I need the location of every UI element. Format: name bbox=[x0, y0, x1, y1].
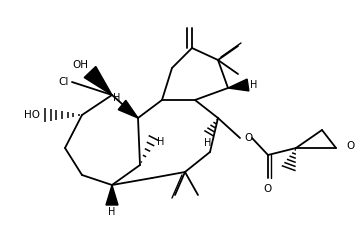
Text: O: O bbox=[346, 141, 354, 151]
Text: H: H bbox=[112, 93, 120, 103]
Text: OH: OH bbox=[72, 60, 88, 70]
Polygon shape bbox=[228, 79, 249, 91]
Polygon shape bbox=[118, 100, 138, 118]
Text: H: H bbox=[108, 207, 116, 217]
Text: Cl: Cl bbox=[59, 77, 69, 87]
Polygon shape bbox=[84, 66, 112, 95]
Polygon shape bbox=[106, 185, 118, 205]
Text: HO: HO bbox=[24, 110, 40, 120]
Text: H: H bbox=[204, 138, 212, 148]
Text: O: O bbox=[244, 133, 252, 143]
Text: O: O bbox=[264, 184, 272, 194]
Text: H: H bbox=[157, 137, 164, 147]
Text: H: H bbox=[250, 80, 257, 90]
